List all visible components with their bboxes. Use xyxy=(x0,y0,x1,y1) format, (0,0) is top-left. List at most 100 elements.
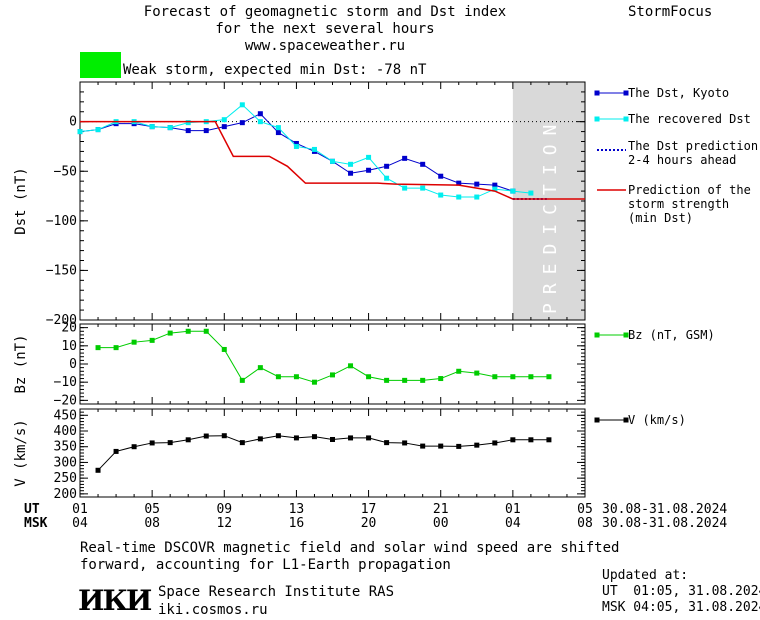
data-point xyxy=(384,377,390,383)
data-point xyxy=(221,124,227,130)
data-point xyxy=(492,186,498,192)
y-tick-label: −150 xyxy=(46,263,77,278)
data-point xyxy=(438,192,444,198)
x-tick-label-ut: 05 xyxy=(144,502,160,517)
data-point xyxy=(167,125,173,131)
data-point xyxy=(221,433,227,439)
data-point xyxy=(131,339,137,345)
data-point xyxy=(275,125,281,131)
institute-site: iki.cosmos.ru xyxy=(158,602,268,618)
data-point xyxy=(239,440,245,446)
data-point xyxy=(528,374,534,380)
data-point xyxy=(185,437,191,443)
legend-label: The Dst, Kyoto xyxy=(628,86,729,100)
y-axis-label: Bz (nT) xyxy=(13,334,29,393)
data-point xyxy=(366,167,372,173)
data-point xyxy=(221,117,227,123)
data-point xyxy=(167,330,173,336)
x-tick-label-msk: 04 xyxy=(72,516,88,531)
footer-note-line-2: forward, accounting for L1-Earth propaga… xyxy=(80,557,451,573)
data-point xyxy=(185,128,191,134)
y-tick-label: 250 xyxy=(54,471,77,486)
updated-label: Updated at: xyxy=(602,568,689,583)
data-point xyxy=(348,363,354,369)
data-point xyxy=(492,182,498,188)
x-tick-label-msk: 12 xyxy=(216,516,232,531)
data-point xyxy=(203,328,209,334)
y-tick-label: 0 xyxy=(69,115,77,130)
y-tick-label: −10 xyxy=(54,375,77,390)
series-line xyxy=(79,104,531,198)
data-point xyxy=(420,443,426,449)
data-point xyxy=(239,102,245,108)
data-point xyxy=(474,370,480,376)
updated-msk: MSK 04:05, 31.08.2024 xyxy=(602,600,760,615)
data-point xyxy=(366,435,372,441)
x-tick-label-msk: 08 xyxy=(144,516,160,531)
legend-label: V (km/s) xyxy=(628,413,686,427)
legend-marker xyxy=(623,332,629,338)
data-point xyxy=(77,129,83,135)
panel-frame xyxy=(79,323,586,405)
chart-title: Forecast of geomagnetic storm and Dst in… xyxy=(130,4,520,55)
x-tick-label-ut: 17 xyxy=(361,502,377,517)
data-point xyxy=(510,437,516,443)
data-point xyxy=(546,374,552,380)
data-point xyxy=(420,185,426,191)
data-point xyxy=(528,190,534,196)
data-point xyxy=(131,444,137,450)
data-point xyxy=(402,155,408,161)
series-line xyxy=(98,330,549,383)
data-point xyxy=(311,379,317,385)
x-tick-label-msk: 20 xyxy=(361,516,377,531)
data-point xyxy=(384,163,390,169)
data-point xyxy=(546,437,552,443)
y-tick-label: 300 xyxy=(54,455,77,470)
data-point xyxy=(330,436,335,442)
x-tick-label-ut: 09 xyxy=(216,502,232,517)
data-point xyxy=(384,440,390,446)
data-point xyxy=(366,374,372,380)
y-tick-label: 200 xyxy=(54,487,77,502)
data-point xyxy=(474,442,480,448)
legend-marker xyxy=(623,90,629,96)
data-point xyxy=(149,337,155,343)
updated-ut: UT 01:05, 31.08.2024 xyxy=(602,584,760,599)
data-point xyxy=(293,140,299,146)
series-line xyxy=(97,435,549,471)
data-point xyxy=(257,436,263,442)
legend-marker xyxy=(594,332,600,338)
x-tick-label-msk: 16 xyxy=(289,516,305,531)
data-point xyxy=(402,185,408,191)
data-point xyxy=(257,111,263,117)
data-point xyxy=(221,346,227,352)
x-tick-label-msk: 04 xyxy=(505,516,521,531)
data-point xyxy=(239,120,245,126)
data-point xyxy=(438,376,444,382)
data-point xyxy=(366,154,372,160)
data-point xyxy=(149,124,155,130)
y-tick-label: −100 xyxy=(46,214,77,229)
legend-label: Bz (nT, GSM) xyxy=(628,328,715,342)
data-point xyxy=(348,170,354,176)
data-point xyxy=(257,365,263,371)
data-point xyxy=(275,130,281,136)
data-point xyxy=(203,433,209,439)
data-point xyxy=(330,158,335,164)
data-point xyxy=(456,180,462,186)
data-point xyxy=(510,188,516,194)
data-point xyxy=(402,440,408,446)
data-point xyxy=(311,434,317,440)
legend-marker xyxy=(623,417,629,423)
legend-label: The recovered Dst xyxy=(628,112,751,126)
institute-name: Space Research Institute RAS xyxy=(158,584,395,600)
data-point xyxy=(185,120,191,126)
data-point xyxy=(420,377,426,383)
legend-label: 2-4 hours ahead xyxy=(628,153,736,167)
legend-label: storm strength xyxy=(628,197,729,211)
data-point xyxy=(293,435,299,441)
footer-note: Real-time DSCOVR magnetic field and sola… xyxy=(80,540,619,574)
data-point xyxy=(257,119,263,125)
data-point xyxy=(330,372,335,378)
